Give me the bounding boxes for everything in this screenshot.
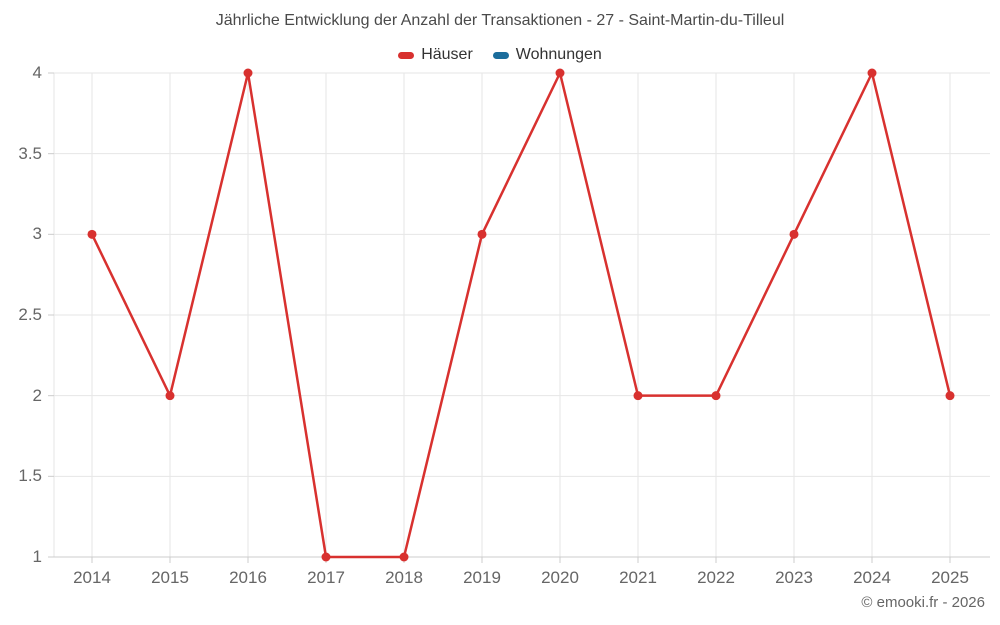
data-point-häuser-2021[interactable] [633,391,643,401]
data-point-häuser-2014[interactable] [87,229,97,239]
data-point-häuser-2025[interactable] [945,391,955,401]
credits-link[interactable]: © emooki.fr - 2026 [861,594,985,611]
hauser-series-swatch-icon [398,51,415,59]
data-point-häuser-2018[interactable] [399,552,409,562]
data-point-häuser-2016[interactable] [243,68,253,78]
y-axis-label-1.5: 1.5 [18,466,42,486]
series-line-häuser [90,71,952,559]
legend-item-wohnungen[interactable]: Wohnungen [492,46,602,64]
legend-label-hauser: Häuser [421,46,473,63]
x-axis-label-2018: 2018 [385,568,423,587]
x-axis-label-2024: 2024 [853,568,891,587]
data-point-häuser-2017[interactable] [321,552,331,562]
legend-label-wohnungen: Wohnungen [515,46,602,63]
x-axis-label-2022: 2022 [697,568,735,587]
x-axis-label-2021: 2021 [619,568,657,587]
data-point-häuser-2020[interactable] [555,68,565,78]
data-point-häuser-2015[interactable] [165,391,175,401]
x-axis-label-2019: 2019 [463,568,501,587]
chart-title: Jährliche Entwicklung der Anzahl der Tra… [215,12,785,29]
legend-item-hauser[interactable]: Häuser [398,46,473,64]
y-axis-label-2: 2 [32,385,42,405]
x-axis-label-2023: 2023 [775,568,813,587]
data-point-häuser-2019[interactable] [477,229,487,239]
x-axis-label-2017: 2017 [307,568,345,587]
legend: Häuser Wohnungen [0,46,1000,64]
y-axis-label-1: 1 [32,547,42,566]
x-axis-label-2014: 2014 [73,568,111,587]
y-axis-label-3: 3 [32,224,42,244]
data-point-häuser-2024[interactable] [867,68,877,78]
x-axis-label-2020: 2020 [541,568,579,587]
data-point-häuser-2022[interactable] [711,391,721,401]
y-axis-label-3.5: 3.5 [18,143,42,163]
data-point-häuser-2023[interactable] [789,229,799,239]
y-axis-label-2.5: 2.5 [18,305,42,324]
x-axis-label-2015: 2015 [151,568,189,587]
wohnungen-series-swatch-icon [492,51,509,59]
y-axis-label-4: 4 [32,63,42,82]
x-axis-label-2016: 2016 [229,568,267,587]
x-axis-label-2025: 2025 [931,568,969,587]
